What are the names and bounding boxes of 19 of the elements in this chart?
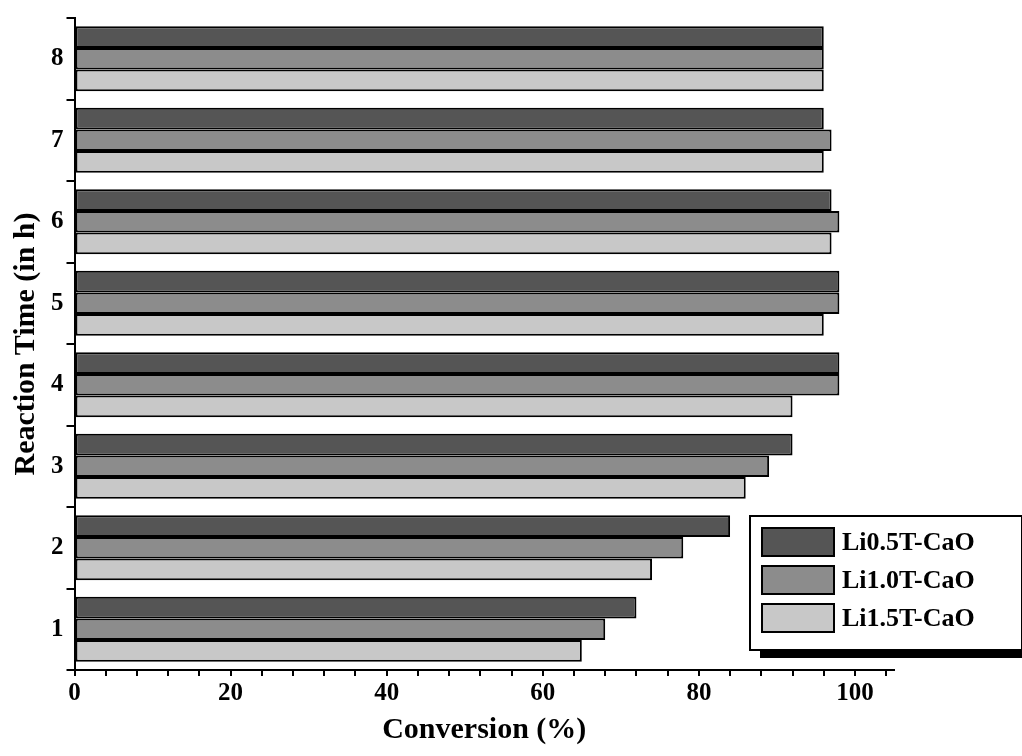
y-tick-label: 3 bbox=[51, 450, 64, 478]
legend-label: Li1.0T-CaO bbox=[842, 564, 975, 594]
legend-label: Li0.5T-CaO bbox=[842, 526, 975, 556]
y-tick-label: 4 bbox=[51, 369, 64, 397]
x-axis-title: Conversion (%) bbox=[382, 710, 587, 745]
legend-label: Li1.5T-CaO bbox=[842, 602, 975, 632]
y-tick-label: 1 bbox=[51, 613, 64, 641]
y-tick-label: 5 bbox=[51, 287, 64, 315]
x-tick-label: 40 bbox=[374, 678, 400, 706]
y-axis-title: Reaction Time (in h) bbox=[6, 212, 41, 476]
y-tick-label: 2 bbox=[51, 532, 64, 560]
x-tick-label: 0 bbox=[68, 678, 81, 706]
y-tick-label: 8 bbox=[51, 43, 64, 71]
x-tick-label: 80 bbox=[686, 678, 712, 706]
y-tick-label: 6 bbox=[51, 206, 64, 234]
x-tick-label: 100 bbox=[836, 678, 874, 706]
x-tick-label: 60 bbox=[530, 678, 556, 706]
y-tick-label: 7 bbox=[51, 124, 64, 152]
x-tick-label: 20 bbox=[218, 678, 244, 706]
